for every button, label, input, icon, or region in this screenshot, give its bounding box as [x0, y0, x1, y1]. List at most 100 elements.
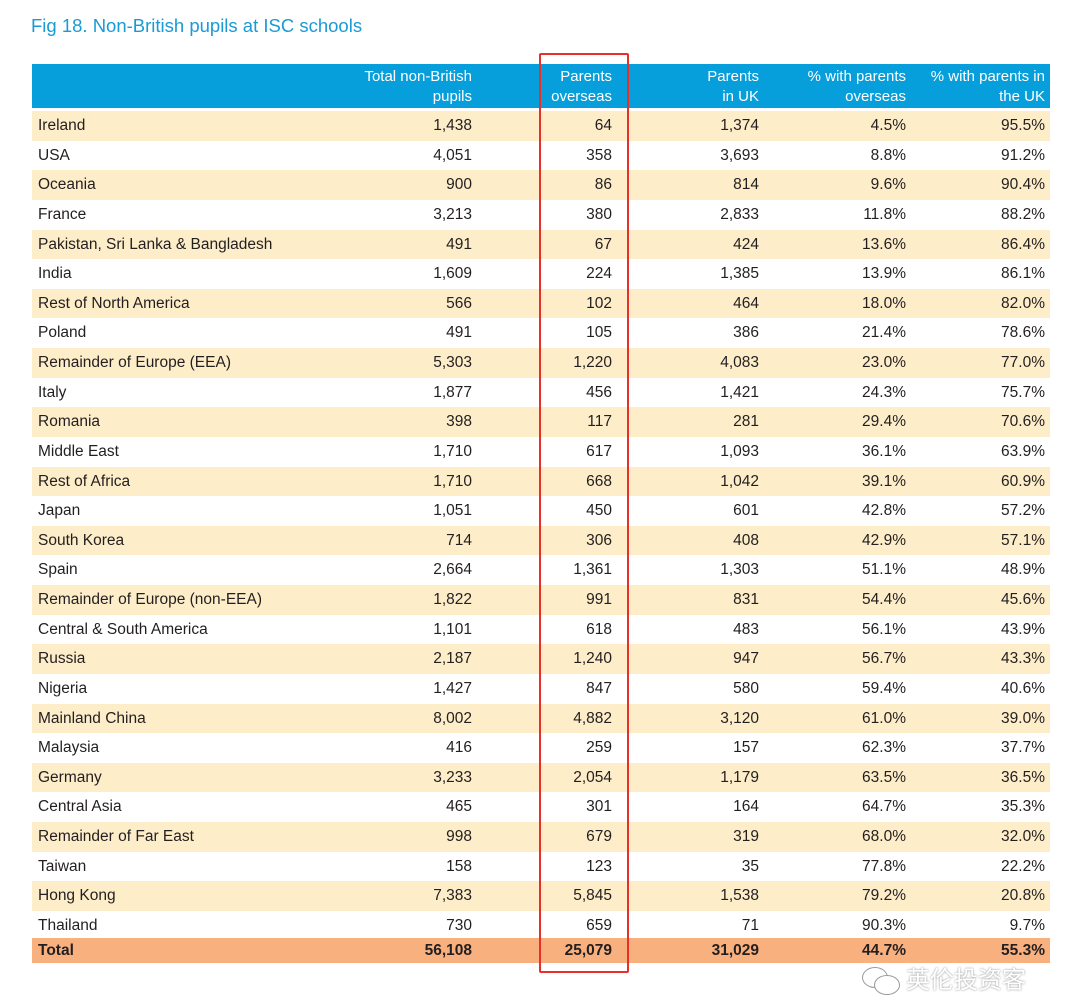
- cell-pct-uk: 22.2%: [1001, 857, 1045, 875]
- cell-pct-overseas: 63.5%: [862, 768, 906, 786]
- cell-pct-overseas: 51.1%: [862, 561, 906, 579]
- table-row: Oceania 900 86 814 9.6% 90.4%: [32, 170, 1050, 200]
- cell-parents-overseas: 380: [586, 205, 612, 223]
- wechat-icon: [862, 967, 900, 995]
- cell-parents-uk: 1,538: [720, 887, 759, 905]
- table-row: Remainder of Europe (EEA) 5,303 1,220 4,083…: [32, 348, 1050, 378]
- cell-total-pupils: 3,213: [433, 205, 472, 223]
- cell-pct-uk: 91.2%: [1001, 146, 1045, 164]
- table-row: Remainder of Europe (non-EEA) 1,822 991 831…: [32, 585, 1050, 615]
- cell-total-pupils: 3,233: [433, 768, 472, 786]
- table-row: Italy 1,877 456 1,421 24.3% 75.7%: [32, 378, 1050, 408]
- cell-parents-uk: 164: [733, 798, 759, 816]
- cell-parents-overseas: 617: [586, 442, 612, 460]
- cell-pct-uk: 36.5%: [1001, 768, 1045, 786]
- cell-parents-uk: 2,833: [720, 205, 759, 223]
- cell-parents-overseas: 668: [586, 472, 612, 490]
- table-row: South Korea 714 306 408 42.9% 57.1%: [32, 525, 1050, 556]
- table-row: France 3,213 380 2,833 11.8% 88.2%: [32, 200, 1050, 230]
- total-pupils: 56,108: [424, 941, 472, 959]
- cell-pct-overseas: 61.0%: [862, 709, 906, 727]
- cell-country: USA: [38, 146, 70, 164]
- cell-country: Mainland China: [38, 709, 146, 727]
- cell-pct-overseas: 68.0%: [862, 828, 906, 845]
- cell-parents-overseas: 1,361: [573, 561, 612, 579]
- cell-country: Rest of North America: [38, 294, 190, 312]
- cell-pct-overseas: 59.4%: [862, 679, 906, 697]
- cell-total-pupils: 465: [446, 798, 472, 816]
- cell-pct-uk: 88.2%: [1001, 205, 1045, 223]
- table-row: Hong Kong 7,383 5,845 1,538 79.2% 20.8%: [32, 881, 1050, 911]
- cell-pct-uk: 63.9%: [1001, 442, 1045, 460]
- cell-pct-uk: 39.0%: [1001, 709, 1045, 727]
- cell-parents-overseas: 1,220: [573, 354, 612, 371]
- cell-pct-overseas: 77.8%: [862, 857, 906, 875]
- cell-parents-uk: 1,179: [720, 768, 759, 786]
- cell-pct-uk: 78.6%: [1001, 324, 1045, 342]
- total-pct-overseas: 44.7%: [862, 941, 906, 959]
- cell-total-pupils: 491: [446, 235, 472, 253]
- cell-parents-uk: 1,093: [720, 442, 759, 460]
- cell-country: Remainder of Far East: [38, 828, 194, 845]
- cell-country: Central Asia: [38, 798, 122, 816]
- cell-parents-uk: 947: [733, 650, 759, 668]
- table-row: Poland 491 105 386 21.4% 78.6%: [32, 318, 1050, 348]
- cell-country: Rest of Africa: [38, 472, 131, 490]
- cell-pct-overseas: 11.8%: [863, 205, 906, 223]
- table-row: Middle East 1,710 617 1,093 36.1% 63.9%: [32, 437, 1050, 467]
- cell-total-pupils: 900: [446, 176, 472, 194]
- cell-country: Remainder of Europe (non-EEA): [38, 591, 263, 608]
- cell-pct-uk: 20.8%: [1001, 887, 1045, 905]
- cell-total-pupils: 1,710: [433, 442, 472, 460]
- table-row: Central & South America 1,101 618 483 56.1% 4…: [32, 615, 1050, 645]
- cell-parents-uk: 3,120: [720, 709, 759, 727]
- total-row: Total 56,108 25,079 31,029 44.7% 55.3%: [32, 937, 1050, 963]
- cell-country: Taiwan: [38, 857, 87, 875]
- cell-pct-uk: 75.7%: [1001, 383, 1045, 401]
- table-row: Germany 3,233 2,054 1,179 63.5% 36.5%: [32, 762, 1050, 793]
- cell-parents-overseas: 450: [586, 502, 612, 520]
- cell-total-pupils: 1,101: [433, 620, 472, 638]
- cell-pct-uk: 45.6%: [1001, 591, 1045, 608]
- cell-pct-overseas: 79.2%: [862, 887, 906, 905]
- cell-total-pupils: 566: [446, 294, 472, 312]
- cell-total-pupils: 8,002: [433, 709, 472, 727]
- cell-pct-overseas: 42.9%: [862, 531, 906, 549]
- table-row: Malaysia 416 259 157 62.3% 37.7%: [32, 733, 1050, 763]
- cell-parents-overseas: 224: [586, 265, 612, 283]
- cell-parents-overseas: 679: [586, 828, 612, 845]
- cell-pct-overseas: 56.7%: [862, 650, 906, 668]
- cell-country: France: [38, 205, 87, 223]
- cell-pct-overseas: 90.3%: [862, 916, 906, 934]
- cell-pct-uk: 43.9%: [1001, 620, 1045, 638]
- header-parents-overseas: Parents overseas: [551, 68, 612, 105]
- table-row: Thailand 730 659 71 90.3% 9.7%: [32, 911, 1050, 941]
- cell-pct-overseas: 36.1%: [862, 442, 906, 460]
- cell-country: Ireland: [38, 117, 86, 134]
- cell-pct-overseas: 39.1%: [862, 472, 906, 490]
- cell-parents-overseas: 659: [586, 916, 612, 934]
- table-row: Russia 2,187 1,240 947 56.7% 43.3%: [32, 644, 1050, 674]
- cell-parents-uk: 1,385: [720, 265, 759, 283]
- cell-total-pupils: 1,822: [433, 591, 472, 608]
- cell-pct-overseas: 23.0%: [862, 354, 906, 371]
- cell-pct-overseas: 9.6%: [870, 176, 906, 194]
- table-row: Romania 398 117 281 29.4% 70.6%: [32, 407, 1050, 437]
- cell-parents-uk: 71: [741, 916, 759, 934]
- figure-title: Fig 18. Non-British pupils at ISC school…: [31, 15, 363, 36]
- cell-parents-overseas: 456: [586, 383, 612, 401]
- cell-pct-overseas: 8.8%: [870, 146, 906, 164]
- header-pct-uk: % with parents in the UK: [930, 68, 1045, 105]
- cell-country: Germany: [38, 768, 102, 786]
- cell-pct-overseas: 29.4%: [862, 413, 906, 431]
- cell-parents-uk: 35: [741, 857, 759, 875]
- cell-pct-uk: 86.1%: [1001, 265, 1045, 283]
- total-pct-uk: 55.3%: [1001, 941, 1045, 959]
- cell-total-pupils: 7,383: [433, 887, 472, 905]
- cell-parents-uk: 424: [733, 235, 759, 253]
- cell-pct-uk: 95.5%: [1001, 117, 1045, 134]
- cell-parents-overseas: 102: [586, 294, 612, 312]
- cell-pct-uk: 60.9%: [1001, 472, 1045, 490]
- cell-pct-overseas: 54.4%: [862, 591, 906, 608]
- cell-parents-overseas: 1,240: [573, 650, 612, 668]
